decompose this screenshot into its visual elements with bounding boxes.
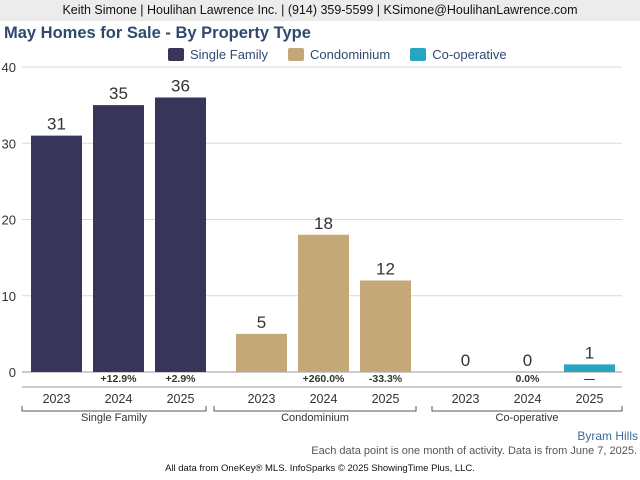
bar-single-family-2025 [155, 97, 206, 372]
group-bracket [431, 406, 623, 412]
data-label: 5 [257, 313, 266, 332]
data-label: 18 [314, 214, 333, 233]
x-tick-label: 2024 [105, 392, 133, 406]
data-label: 31 [47, 115, 66, 134]
bar-condominium-2024 [298, 234, 349, 372]
chart-legend: Single Family Condominium Co-operative [168, 45, 527, 63]
y-tick-label: 20 [2, 213, 16, 228]
legend-swatch-single-family [168, 47, 184, 61]
bar-single-family-2023 [31, 135, 82, 372]
x-tick-label: 2025 [576, 392, 604, 406]
change-label: +2.9% [165, 373, 196, 385]
group-label: Single Family [81, 412, 148, 424]
x-tick-label: 2025 [167, 392, 195, 406]
bar-single-family-2024 [93, 105, 144, 372]
group-label: Condominium [281, 412, 349, 424]
legend-item-condominium[interactable]: Condominium [288, 47, 390, 62]
data-label: 1 [585, 343, 594, 362]
bar-condominium-2023 [236, 333, 287, 372]
x-tick-label: 2025 [372, 392, 400, 406]
data-note: Each data point is one month of activity… [311, 445, 637, 457]
group-bracket [213, 406, 417, 412]
x-tick-label: 2024 [514, 392, 542, 406]
area-name: Byram Hills [577, 429, 638, 443]
legend-label-condominium: Condominium [310, 46, 391, 62]
group-bracket [21, 406, 207, 412]
change-label: 0.0% [516, 373, 541, 385]
change-label: +12.9% [101, 373, 138, 385]
legend-swatch-cooperative [410, 47, 427, 61]
legend-item-single-family[interactable]: Single Family [168, 47, 268, 62]
x-tick-label: 2023 [248, 392, 276, 406]
group-label: Co-operative [496, 412, 559, 424]
change-label: -33.3% [369, 373, 403, 385]
data-label: 0 [461, 351, 470, 370]
legend-item-cooperative[interactable]: Co-operative [410, 46, 507, 62]
x-tick-label: 2024 [310, 392, 338, 406]
chart-title: May Homes for Sale - By Property Type [4, 24, 311, 42]
y-tick-label: 0 [9, 365, 16, 380]
change-label: — [584, 373, 595, 385]
footer-credit: All data from OneKey® MLS. InfoSparks © … [165, 463, 475, 474]
y-tick-label: 40 [2, 60, 16, 75]
bar-condominium-2025 [360, 280, 411, 372]
contact-header: Keith Simone | Houlihan Lawrence Inc. | … [0, 0, 640, 21]
legend-label-single-family: Single Family [190, 46, 269, 62]
bar-co-operative-2025 [564, 364, 615, 372]
data-label: 35 [109, 84, 128, 103]
data-label: 0 [523, 351, 532, 370]
data-label: 36 [171, 77, 190, 96]
x-tick-label: 2023 [43, 392, 71, 406]
bar-chart-plot: 01020304031202335+12.9%202436+2.9%2025Si… [2, 60, 623, 424]
x-tick-label: 2023 [452, 392, 480, 406]
y-tick-label: 10 [2, 289, 16, 304]
data-label: 12 [376, 260, 395, 279]
change-label: +260.0% [303, 373, 345, 385]
legend-label-cooperative: Co-operative [432, 46, 507, 62]
legend-swatch-condominium [288, 47, 305, 61]
y-tick-label: 30 [2, 136, 16, 151]
